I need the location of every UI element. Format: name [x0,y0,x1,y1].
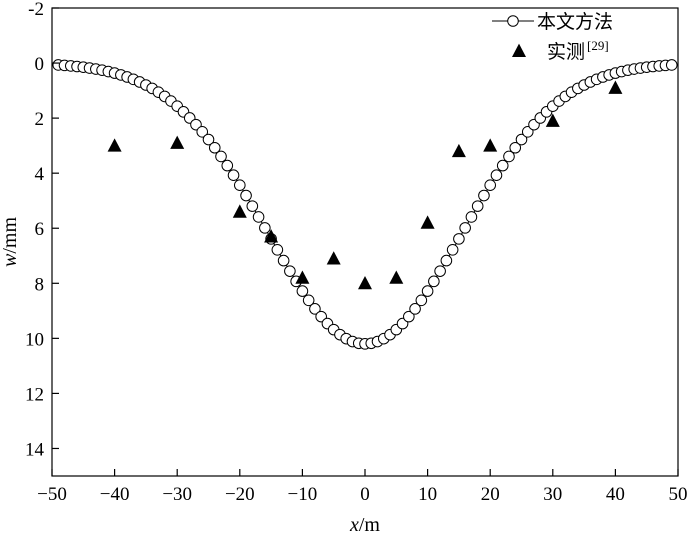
y-tick-label: 2 [35,109,45,130]
x-tick-label: 20 [481,484,500,505]
series-point-本文方法 [478,189,490,202]
y-axis-title-variable: w [0,253,21,267]
x-tick-label: 40 [606,484,625,505]
y-tick-label: 12 [25,384,44,405]
series-point-实测 [389,270,404,284]
series-point-本文方法 [208,141,221,154]
series-point-本文方法 [428,275,440,288]
x-tick-label: 0 [360,484,370,505]
series-point-实测 [451,143,466,158]
axes-layer: −50 −40 −30 −20 −10 0 10 20 30 40 50 -2 0 2 4 6 8 10 12 14 [25,0,688,505]
y-tick-label: 6 [35,219,45,240]
series-point-本文方法 [490,169,503,182]
series-point-实测 [420,215,435,229]
legend-circle-marker [507,15,519,27]
y-tick-label: -2 [28,0,44,20]
y-tick-label: 8 [35,274,45,295]
series-point-本文方法 [509,141,522,154]
series-point-实测 [107,138,122,152]
series-point-本文方法 [259,222,271,234]
series-layer [52,59,678,350]
series-point-本文方法 [453,233,465,245]
x-tick-label: 10 [418,484,437,505]
series-point-实测 [170,135,185,149]
series-point-本文方法 [459,222,471,234]
series-point-本文方法 [234,179,246,191]
x-tick-label: −50 [37,484,67,505]
series-point-本文方法 [271,244,284,256]
legend-label-实测: 实测 [547,41,585,63]
series-point-本文方法 [446,244,459,256]
series-line-本文方法 [58,64,672,345]
series-point-实测 [264,229,279,243]
series-point-本文方法 [302,294,315,307]
series-point-本文方法 [409,303,421,315]
series-point-本文方法 [215,150,227,163]
legend-label-本文方法: 本文方法 [537,11,613,33]
y-axis-title-unit: /mm [0,217,21,254]
y-tick-label: 10 [25,329,44,350]
series-point-本文方法 [434,265,446,277]
series-point-本文方法 [202,133,215,146]
y-tick-label: 0 [35,54,45,75]
series-point-实测 [545,113,560,127]
x-axis-title-unit: /m [359,514,381,536]
series-point-实测 [358,275,372,290]
legend-triangle-marker [512,43,526,57]
series-point-本文方法 [284,265,296,277]
series-point-本文方法 [277,254,290,267]
series-point-本文方法 [252,211,265,223]
series-point-实测 [232,204,247,218]
plot-frame [51,7,679,477]
series-point-本文方法 [227,169,240,182]
series-point-实测 [608,80,623,94]
y-tick-label: 14 [25,439,45,460]
series-point-本文方法 [221,159,234,172]
series-point-本文方法 [440,254,453,267]
y-axis-title: w/mm [0,217,21,267]
series-point-本文方法 [246,200,259,212]
series-point-本文方法 [415,294,428,307]
series-point-实测 [483,138,498,152]
series-point-本文方法 [309,303,321,315]
series-point-本文方法 [496,159,509,172]
x-axis-title: x/m [349,514,380,536]
series-point-本文方法 [665,59,678,71]
series-point-本文方法 [465,211,478,223]
series-point-本文方法 [196,126,209,138]
series-point-本文方法 [240,189,252,202]
series-point-本文方法 [515,133,528,146]
x-axis-title-variable: x [349,514,359,536]
series-point-本文方法 [421,285,434,297]
legend-label-citation: [29] [587,38,609,53]
x-tick-label: −30 [162,484,192,505]
x-tick-label: 50 [669,484,688,505]
series-point-实测 [326,251,341,265]
series-point-本文方法 [484,179,497,191]
series-point-实测 [295,270,310,284]
x-tick-label: −20 [225,484,255,505]
series-point-本文方法 [296,285,309,297]
series-point-本文方法 [471,200,484,212]
y-tick-label: 4 [35,164,45,185]
series-point-本文方法 [503,150,515,163]
x-tick-label: 30 [543,484,562,505]
x-tick-label: −10 [288,484,318,505]
series-point-本文方法 [403,310,415,323]
x-tick-label: −40 [100,484,130,505]
